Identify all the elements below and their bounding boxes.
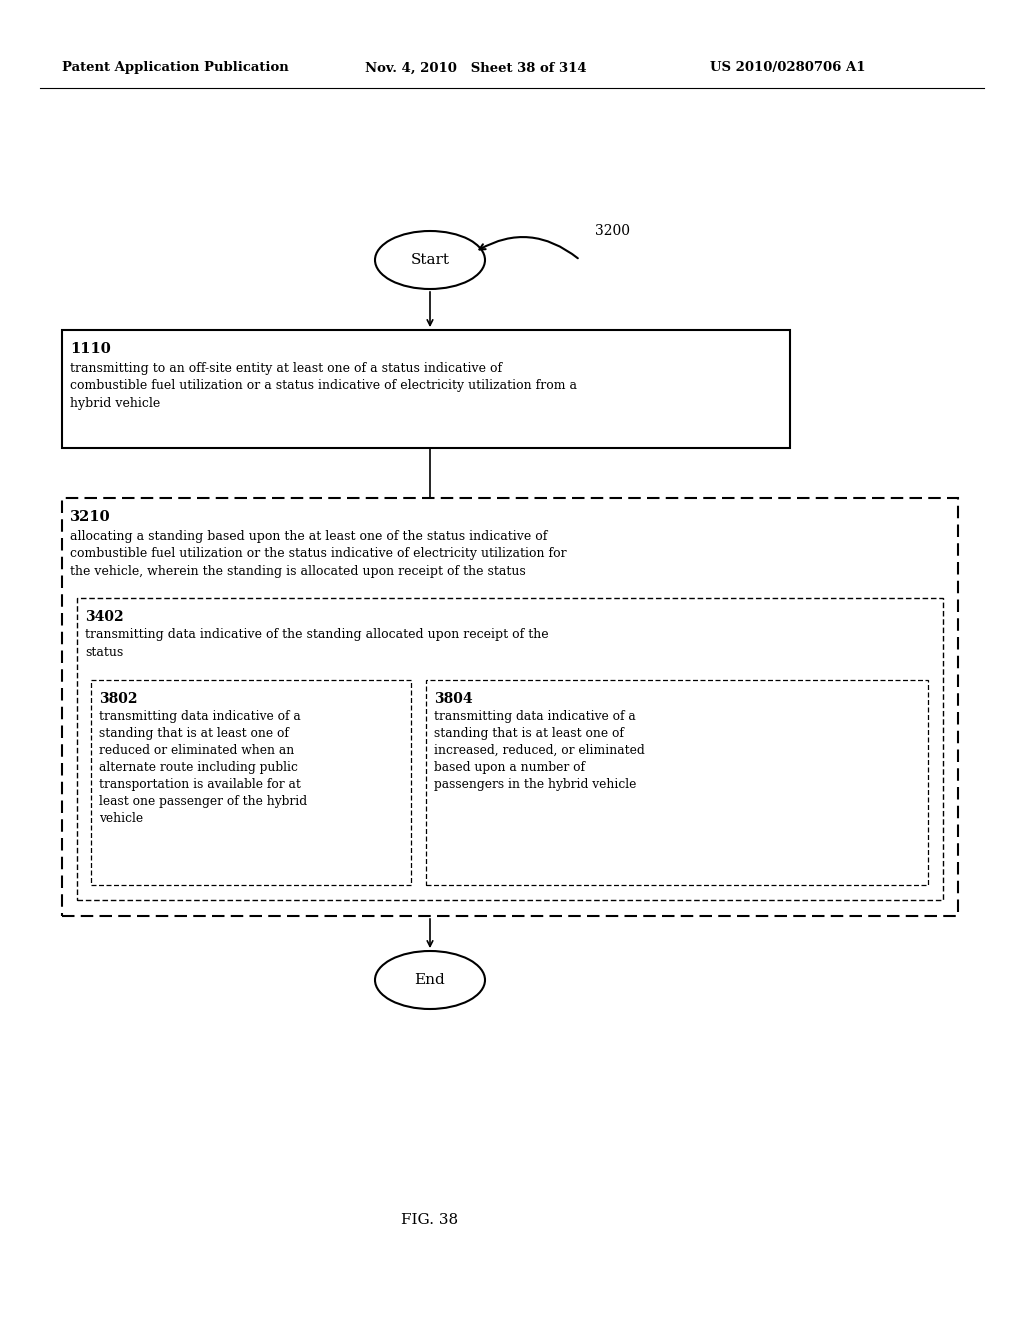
- Text: 3210: 3210: [70, 510, 111, 524]
- Text: Start: Start: [411, 253, 450, 267]
- Text: End: End: [415, 973, 445, 987]
- Text: 3802: 3802: [99, 692, 137, 706]
- Text: transmitting data indicative of a
standing that is at least one of
increased, re: transmitting data indicative of a standi…: [434, 710, 645, 791]
- FancyBboxPatch shape: [62, 498, 958, 916]
- Text: US 2010/0280706 A1: US 2010/0280706 A1: [710, 62, 865, 74]
- Text: 3402: 3402: [85, 610, 124, 624]
- FancyBboxPatch shape: [77, 598, 943, 900]
- Text: 3200: 3200: [595, 224, 630, 238]
- FancyBboxPatch shape: [426, 680, 928, 884]
- Text: transmitting data indicative of the standing allocated upon receipt of the
statu: transmitting data indicative of the stan…: [85, 628, 549, 659]
- FancyBboxPatch shape: [91, 680, 411, 884]
- Text: Patent Application Publication: Patent Application Publication: [62, 62, 289, 74]
- Text: 1110: 1110: [70, 342, 111, 356]
- Text: allocating a standing based upon the at least one of the status indicative of
co: allocating a standing based upon the at …: [70, 531, 566, 578]
- FancyBboxPatch shape: [62, 330, 790, 447]
- Text: transmitting data indicative of a
standing that is at least one of
reduced or el: transmitting data indicative of a standi…: [99, 710, 307, 825]
- Text: Nov. 4, 2010   Sheet 38 of 314: Nov. 4, 2010 Sheet 38 of 314: [365, 62, 587, 74]
- Text: 3804: 3804: [434, 692, 473, 706]
- Text: FIG. 38: FIG. 38: [401, 1213, 459, 1228]
- Text: transmitting to an off-site entity at least one of a status indicative of
combus: transmitting to an off-site entity at le…: [70, 362, 577, 411]
